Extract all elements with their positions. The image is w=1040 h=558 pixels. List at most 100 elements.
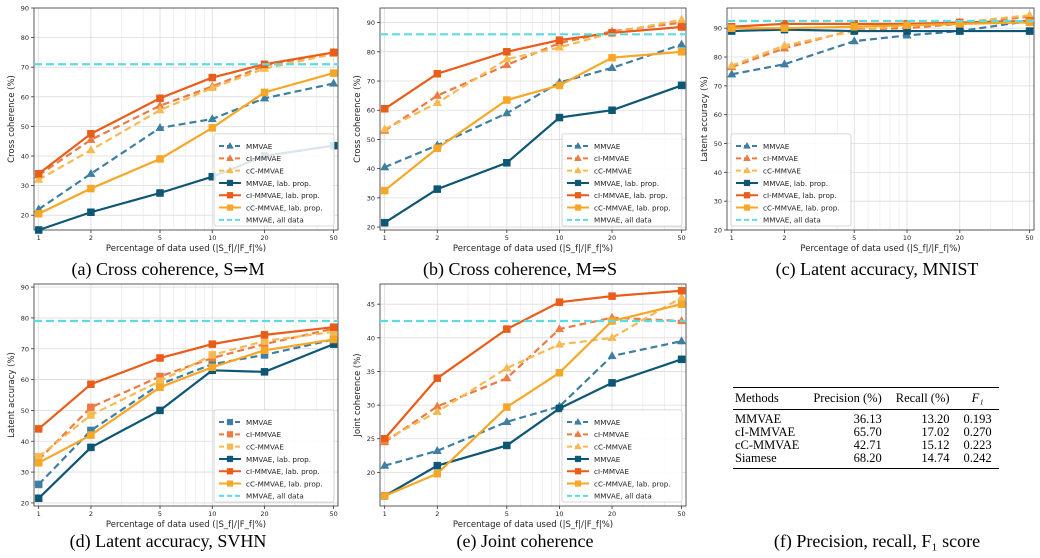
y-tick-label: 45 [367,301,375,309]
legend-marker [574,442,582,450]
legend-marker [574,417,582,425]
legend-marker [574,141,582,149]
y-tick-label: 60 [21,376,29,384]
legend-box [561,409,683,503]
legend-entry: cI-MMVAE [246,154,281,163]
table-cell: 15.12 [921,438,950,452]
series-line [384,296,683,442]
y-tick-label: 90 [21,5,29,13]
x-tick-label: 50 [329,510,337,518]
legend-marker [743,141,751,149]
y-tick-label: 20 [714,227,722,235]
data-point [380,162,390,171]
x-axis-label: Percentage of data used (|S_f|/|F_f|%) [106,520,266,530]
data-point [34,480,43,489]
data-point [779,40,790,49]
legend-entry: cI-MMVAE [246,430,281,439]
data-point [503,48,511,56]
series-line [384,50,682,192]
legend-entry: cC-MMVAE, lab. prop. [246,203,323,212]
legend-marker [226,480,234,487]
data-point [607,332,617,341]
data-point [676,336,687,345]
series-line [38,52,334,181]
panel-d: 20 30 40 50 60 70 80 90 1 2 5 10 20 50 Percentage of d… [7,284,339,530]
data-point [433,144,442,152]
x-tick-label: 1 [37,510,41,518]
y-tick-label: 70 [367,78,375,86]
data-point [850,22,859,31]
y-tick-label: 40 [21,153,29,161]
caption-f: (f) Precision, recall, F₁ score [773,531,981,551]
x-tick-label: 2 [782,234,786,242]
legend-marker [226,443,234,450]
data-point [155,122,165,131]
data-point [677,48,686,56]
data-point [259,93,270,102]
y-axis-label: Joint coherence (%) [353,353,363,437]
x-tick-label: 20 [608,234,616,242]
x-tick-label: 2 [435,510,439,518]
data-point [208,363,217,372]
data-point [432,445,442,454]
panel-a: 20 30 40 50 60 70 80 90 1 2 5 10 20 50 Percentage of d… [7,5,339,254]
legend-marker [574,192,582,199]
x-tick-label: 50 [329,234,337,242]
x-tick-label: 5 [852,234,856,242]
data-point [503,96,511,104]
x-tick-label: 10 [903,234,911,242]
x-tick-label: 50 [1025,234,1033,242]
data-point [432,98,442,107]
legend-entry: cI-MMVAE, lab. prop. [763,191,837,200]
data-point [502,373,512,382]
legend-entry: MMVAE, all data [763,216,821,225]
x-tick-label: 5 [505,234,509,242]
y-tick-label: 90 [367,19,375,27]
y-tick-label: 30 [21,469,29,477]
x-tick-label: 5 [505,510,509,518]
legend-entry: MMVAE, all data [594,216,652,225]
plot-frame [33,7,339,231]
data-point [903,21,911,30]
series-line [38,51,334,177]
table-cell: 65.70 [853,425,882,439]
x-tick-label: 2 [89,510,93,518]
table-row: cI-MMVAE 65.70 17.02 0.270 [733,426,999,439]
data-point [34,425,43,433]
legend-entry: MMVAE, lab. prop. [246,179,311,188]
table-cell: 14.74 [921,451,950,465]
y-tick-label: 20 [21,499,29,507]
results-table: Methods Precision (%) Recall (%) F₁ MMVA… [733,387,999,469]
legend-entry: cC-MMVAE [763,166,801,175]
data-point [727,69,737,78]
data-point [156,94,164,103]
table-header-cell: F₁ [971,391,984,405]
y-tick-label: 80 [21,314,29,322]
series-line [731,19,1030,28]
data-point [87,380,95,388]
data-point [503,159,511,167]
legend-marker [226,179,234,187]
legend-marker [743,166,751,174]
data-point [554,339,565,348]
data-point [677,286,686,295]
data-point [502,417,512,426]
data-point [779,59,790,68]
data-point [502,60,512,69]
data-point [208,73,217,82]
series-line [383,289,682,440]
data-point [34,169,43,178]
data-point [433,469,442,478]
table-row: cC-MMVAE 42.71 15.12 0.223 [733,439,999,452]
y-tick-label: 50 [21,123,29,131]
data-point [156,406,164,415]
x-axis-label: Percentage of data used (|S_f|/|F_f|%) [106,244,266,254]
table-header-cell: Precision (%) [813,391,882,405]
legend-entry: MMVAE [594,455,621,464]
data-point [34,226,43,234]
legend: MMVAE cI-MMVAE cC-MMVAE MMVAE, lab. prop. cI… [213,409,335,503]
table-cell: 0.270 [963,425,992,439]
legend-entry: cC-MMVAE, lab. prop. [763,203,840,212]
y-tick-label: 70 [714,82,722,90]
y-tick-label: 30 [367,402,375,410]
